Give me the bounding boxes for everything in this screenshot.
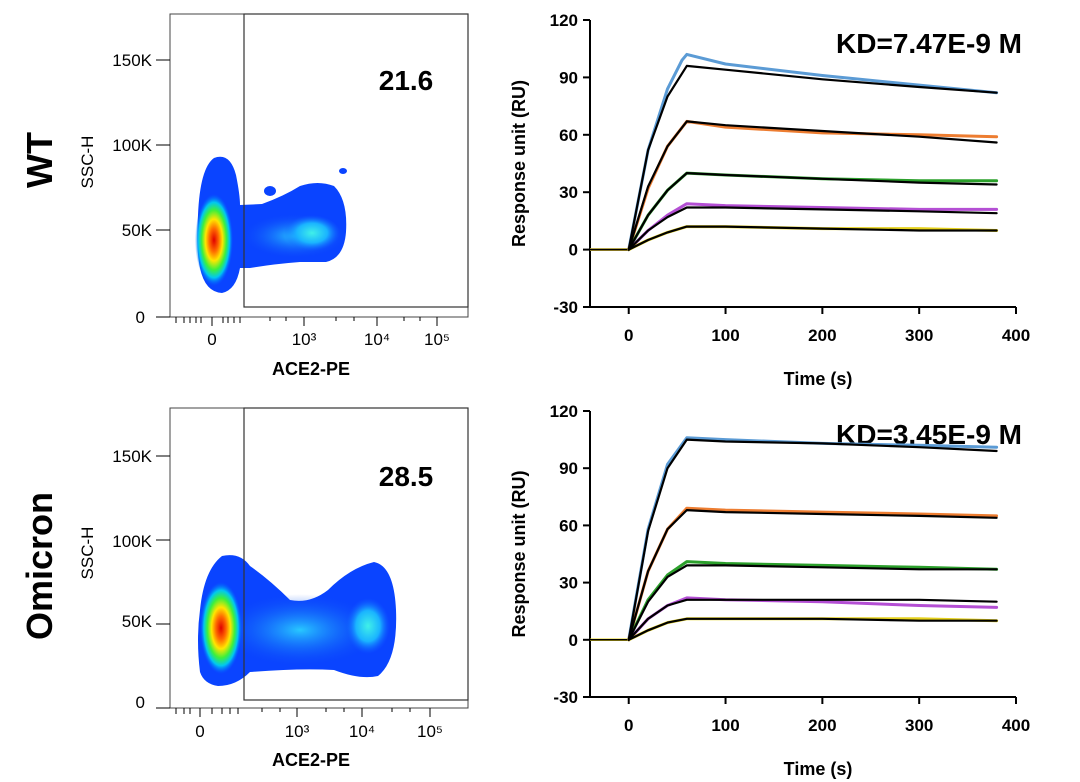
spr-xlabel-omicron: Time (s) [784, 759, 853, 779]
density-hotspot-omicron [200, 582, 242, 674]
gate-value-wt: 21.6 [379, 65, 434, 96]
spr-xtick-label: 100 [711, 716, 739, 735]
spr-xtick-label: 100 [711, 326, 739, 345]
flow-ytick-150k-wt: 150K [112, 51, 152, 70]
spr-series-measured-line [627, 436, 999, 642]
flow-gate-omicron [243, 407, 469, 701]
spr-xtick-label: 300 [905, 716, 933, 735]
flow-xtick-1e5-omicron: 10⁵ [417, 722, 443, 741]
flow-plot-omicron: 28.5 0 50K 100K 150K SSC-H 0 10³ 10⁴ 10⁵… [78, 407, 469, 770]
flow-ytick-100k-wt: 100K [112, 136, 152, 155]
flow-ylabel-wt: SSC-H [78, 136, 97, 189]
spr-ytick-label: 30 [559, 183, 578, 202]
flow-ytick-50k-omicron: 50K [122, 612, 153, 631]
flow-xtick-0-omicron: 0 [195, 722, 204, 741]
spr-ytick-label: 90 [559, 68, 578, 87]
spr-xtick-label: 300 [905, 326, 933, 345]
spr-series-fit-line [627, 225, 998, 251]
spr-ytick-label: 0 [569, 631, 578, 650]
spr-series-fit-line [627, 120, 998, 251]
flow-ytick-0-wt: 0 [136, 308, 145, 327]
spr-xtick-label: 200 [808, 716, 836, 735]
row-label-omicron: Omicron [19, 492, 60, 640]
spr-series-fit-line [627, 564, 998, 641]
flow-gate-wt [243, 13, 469, 308]
flow-ytick-100k-omicron: 100K [112, 532, 152, 551]
spr-series-fit-line [627, 172, 998, 251]
spr-ytick-label: -30 [553, 298, 578, 317]
flow-xlabel-omicron: ACE2-PE [272, 750, 350, 770]
spr-chart-omicron: -30 0 30 60 90 120 0 100 200 300 400 Time (s) Respon… [509, 402, 1030, 779]
spr-ytick-label: 0 [569, 241, 578, 260]
flow-xaxis-omicron [175, 708, 431, 717]
flow-density-wt [195, 156, 347, 293]
flow-xtick-0-wt: 0 [207, 330, 216, 349]
density-warm-wt [284, 215, 340, 251]
spr-ytick-label: 60 [559, 126, 578, 145]
spr-xtick-label: 0 [624, 326, 633, 345]
spr-ytick-label: 90 [559, 459, 578, 478]
spr-chart-wt: -30 0 30 60 90 120 0 100 200 300 400 Time (s) Respon… [509, 11, 1030, 389]
spr-series-measured-line [627, 617, 999, 642]
spr-xtick-label: 0 [624, 716, 633, 735]
density-warm-omicron [346, 598, 390, 654]
spr-xtick-label: 200 [808, 326, 836, 345]
flow-xtick-1e5-wt: 10⁵ [424, 330, 450, 349]
flow-xtick-1e4-omicron: 10⁴ [349, 722, 375, 741]
spr-series-fit-line [627, 64, 998, 251]
spr-series-fit-line [627, 617, 998, 641]
flow-plot-wt: 21.6 0 50K 100K 150K SSC-H 0 10³ 10⁴ 10⁵… [78, 13, 469, 379]
flow-xlabel-wt: ACE2-PE [272, 359, 350, 379]
spr-ytick-label: 120 [550, 402, 578, 421]
spr-series-fit-line [627, 206, 998, 251]
row-label-wt: WT [19, 132, 60, 188]
flow-yaxis-wt [156, 59, 170, 318]
spr-series-measured-line [627, 560, 999, 642]
spr-xtick-label: 400 [1002, 716, 1030, 735]
flow-xtick-1e3-omicron: 10³ [285, 722, 310, 741]
spr-series-fit-line [627, 598, 998, 641]
flow-ytick-0-omicron: 0 [136, 693, 145, 712]
spr-xtick-label: 400 [1002, 326, 1030, 345]
spr-ytick-label: 120 [550, 11, 578, 30]
spr-ylabel-wt: Response unit (RU) [509, 80, 529, 247]
flow-ytick-150k-omicron: 150K [112, 447, 152, 466]
flow-xtick-1e3-wt: 10³ [292, 330, 317, 349]
spr-ytick-label: 60 [559, 516, 578, 535]
spr-xlabel-wt: Time (s) [784, 369, 853, 389]
spr-series-fit-line [627, 438, 998, 641]
flow-density-omicron [198, 555, 397, 686]
spr-ytick-label: -30 [553, 688, 578, 707]
density-island2-wt [339, 168, 347, 174]
spr-series-fit-line [627, 509, 998, 641]
density-island-wt [264, 186, 276, 196]
flow-xaxis-wt [175, 317, 438, 326]
flow-ytick-50k-wt: 50K [122, 221, 153, 240]
spr-ytick-label: 30 [559, 574, 578, 593]
density-cool-omicron [220, 594, 380, 666]
flow-yaxis-omicron [156, 455, 170, 709]
kd-label-wt: KD=7.47E-9 M [836, 28, 1022, 59]
gate-value-omicron: 28.5 [379, 461, 434, 492]
spr-ylabel-omicron: Response unit (RU) [509, 470, 529, 637]
flow-xtick-1e4-wt: 10⁴ [364, 330, 390, 349]
density-hotspot-wt [195, 194, 233, 286]
flow-ylabel-omicron: SSC-H [78, 527, 97, 580]
spr-series-measured-line [627, 52, 999, 252]
